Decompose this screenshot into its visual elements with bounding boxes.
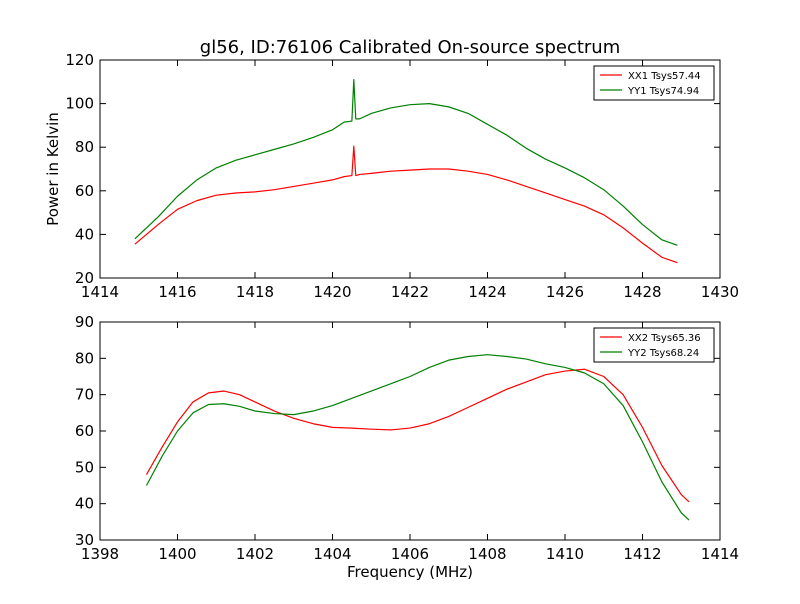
- y-tick-label: 40: [75, 225, 94, 243]
- y-tick-label: 60: [75, 182, 94, 200]
- x-tick-label: 1410: [546, 545, 584, 563]
- y-tick-label: 90: [75, 313, 94, 331]
- x-tick-label: 1408: [468, 545, 506, 563]
- legend-1: XX1 Tsys57.44 YY1 Tsys74.94: [593, 65, 715, 101]
- y-tick-label: 40: [75, 495, 94, 513]
- y-tick-label: 20: [75, 269, 94, 287]
- x-tick-label: 1398: [81, 545, 119, 563]
- y-tick-label: 70: [75, 386, 94, 404]
- legend-label: XX2 Tsys65.36: [628, 333, 701, 344]
- x-tick-label: 1404: [313, 545, 351, 563]
- x-tick-label: 1402: [236, 545, 274, 563]
- y-tick-label: 80: [75, 349, 94, 367]
- series-line-xx1: [134, 145, 678, 264]
- x-tick-label: 1422: [391, 283, 429, 301]
- x-tick-label: 1418: [236, 283, 274, 301]
- x-tick-label: 1428: [623, 283, 661, 301]
- y-tick-label: 30: [75, 531, 94, 549]
- legend-label: YY2 Tsys68.24: [627, 348, 699, 359]
- y-tick-label: 120: [65, 51, 94, 69]
- legend-2: XX2 Tsys65.36 YY2 Tsys68.24: [593, 327, 715, 363]
- series-line-yy2: [145, 354, 690, 521]
- x-tick-label: 1430: [701, 283, 739, 301]
- panels: 1414 1416 1418 1420 1422 1424 1426 1428 1430 20 40…: [44, 51, 739, 581]
- x-axis-label: Frequency (MHz): [347, 563, 473, 581]
- x-tick-label: 1420: [313, 283, 351, 301]
- x-tick-label: 1414: [81, 283, 119, 301]
- panel-2: 1398 1400 1402 1404 1406 1408 1410 1412 1414 30 40…: [75, 313, 739, 581]
- legend-label: XX1 Tsys57.44: [628, 71, 701, 82]
- x-tick-label: 1400: [158, 545, 196, 563]
- legend-box: [593, 327, 715, 363]
- series-line-xx2: [145, 368, 690, 503]
- y-tick-label: 60: [75, 422, 94, 440]
- y-tick-label: 80: [75, 138, 94, 156]
- x-tick-label: 1414: [701, 545, 739, 563]
- chart-title: gl56, ID:76106 Calibrated On-source spec…: [200, 37, 620, 58]
- y-axis-label: Power in Kelvin: [44, 112, 62, 226]
- series-line-yy1: [134, 79, 678, 246]
- y-tick-label: 50: [75, 458, 94, 476]
- x-tick-label: 1426: [546, 283, 584, 301]
- x-tick-label: 1406: [391, 545, 429, 563]
- panel-1: 1414 1416 1418 1420 1422 1424 1426 1428 1430 20 40…: [44, 51, 739, 301]
- y-tick-label: 100: [65, 95, 94, 113]
- legend-box: [593, 65, 715, 101]
- legend-label: YY1 Tsys74.94: [627, 86, 699, 97]
- x-tick-label: 1424: [468, 283, 506, 301]
- x-tick-label: 1412: [623, 545, 661, 563]
- x-tick-label: 1416: [158, 283, 196, 301]
